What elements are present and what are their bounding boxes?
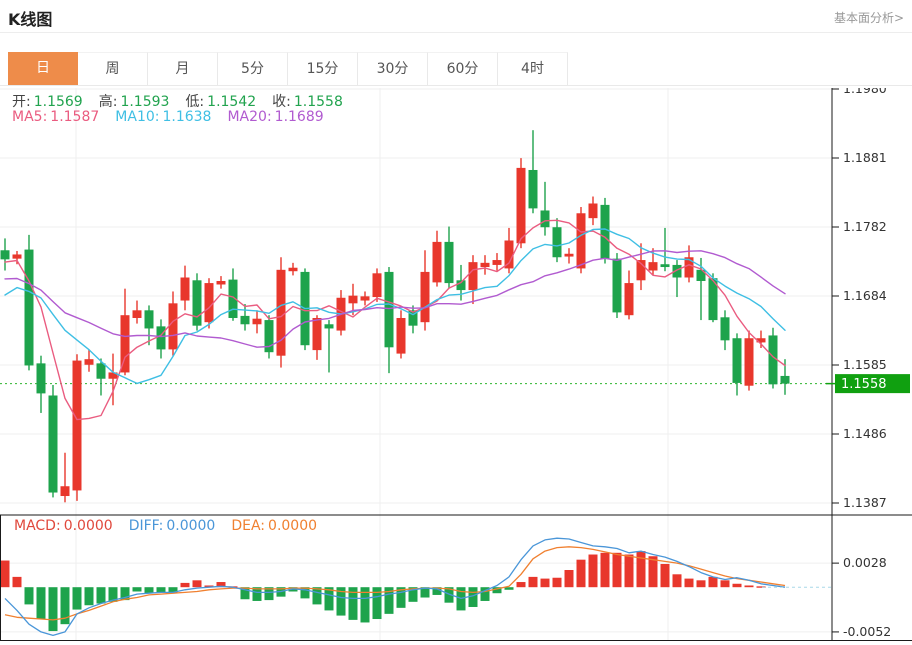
tab-month[interactable]: 月 xyxy=(148,52,218,85)
chart-canvas[interactable]: 1.1980 1.1881 1.1782 1.1684 1.1585 1.1486 1.13… xyxy=(0,88,912,645)
ma20-line xyxy=(4,250,786,348)
price-axis: 1.1980 1.1881 1.1782 1.1684 1.1585 1.1486 1.13… xyxy=(0,88,912,641)
fundamental-analysis-link[interactable]: 基本面分析> xyxy=(833,11,904,25)
tab-day[interactable]: 日 xyxy=(8,52,78,85)
axis-tick-label: 1.1881 xyxy=(843,150,887,165)
chart-region: 1.1980 1.1881 1.1782 1.1684 1.1585 1.1486 1.13… xyxy=(0,88,912,645)
tabs-underline xyxy=(0,85,912,86)
axis-tick-label: 1.1585 xyxy=(843,357,887,372)
axis-tick-label: 1.1486 xyxy=(843,426,887,441)
tab-4hour[interactable]: 4时 xyxy=(498,52,568,85)
page-title: K线图 xyxy=(8,10,53,29)
ma5-line xyxy=(4,219,786,421)
axis-tick-label: 1.1387 xyxy=(843,495,887,510)
axis-tick-label: 0.0028 xyxy=(843,555,887,570)
tab-15min[interactable]: 15分 xyxy=(288,52,358,85)
candles xyxy=(0,130,790,503)
title-divider xyxy=(0,32,912,33)
price-badge: 1.1558 xyxy=(826,374,910,394)
period-tabs: 日 周 月 5分 15分 30分 60分 4时 xyxy=(8,52,568,85)
tab-30min[interactable]: 30分 xyxy=(358,52,428,85)
tab-60min[interactable]: 60分 xyxy=(428,52,498,85)
gridlines xyxy=(0,88,832,640)
current-price-badge-value: 1.1558 xyxy=(841,377,887,392)
axis-tick-label: 1.1684 xyxy=(843,288,887,303)
tab-5min[interactable]: 5分 xyxy=(218,52,288,85)
axis-tick-label: 1.1980 xyxy=(843,88,887,96)
axis-tick-label: -0.0052 xyxy=(843,624,891,639)
dea-line xyxy=(4,546,786,621)
macd-histogram xyxy=(0,551,766,632)
diff-line xyxy=(4,537,786,637)
axis-tick-label: 1.1782 xyxy=(843,219,887,234)
tab-week[interactable]: 周 xyxy=(78,52,148,85)
ma10-line xyxy=(4,228,786,385)
